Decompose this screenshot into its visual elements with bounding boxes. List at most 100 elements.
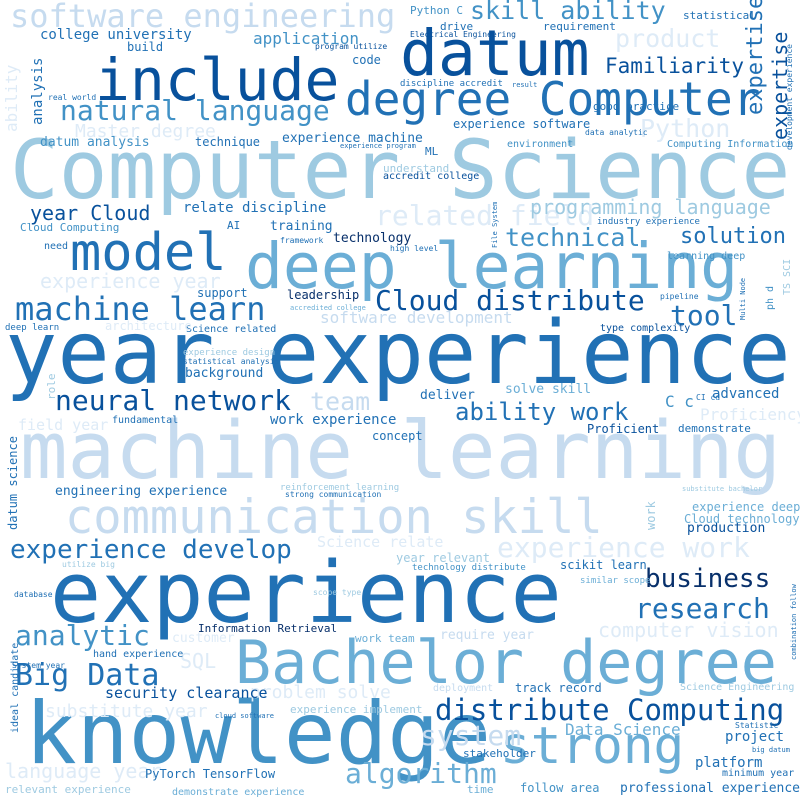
word: database — [14, 590, 53, 599]
word: experience deep — [692, 500, 800, 514]
word: scikit learn — [560, 558, 647, 572]
word: demonstrate — [678, 422, 751, 435]
word: accredited college — [290, 304, 366, 312]
word: industry experience — [597, 217, 700, 227]
word: demonstrate experience — [172, 787, 304, 798]
word: datum — [400, 17, 590, 90]
word: Science related — [186, 324, 276, 335]
word: type complexity — [600, 323, 690, 334]
word: AI — [227, 219, 240, 232]
word: Electrical Engineering — [410, 30, 516, 39]
word: Science relate — [317, 533, 443, 551]
word: deep learn — [5, 323, 59, 333]
word: analysis — [30, 58, 46, 125]
word: model — [70, 223, 227, 283]
word: Computing Information — [667, 139, 793, 150]
word: Big Data — [15, 658, 160, 693]
word: tool — [670, 299, 737, 332]
word: time — [467, 783, 494, 796]
word: track record — [515, 681, 602, 695]
word: experience — [50, 544, 562, 643]
word: Bachelor degree — [235, 628, 777, 698]
word: solution — [680, 224, 786, 249]
word: Statistic — [735, 721, 779, 730]
word: deployment — [433, 683, 493, 694]
word: ability work — [455, 398, 629, 426]
word: deliver — [420, 388, 475, 403]
word: hand experience — [93, 649, 183, 660]
word: relevant experience — [5, 783, 131, 796]
word: support — [197, 286, 248, 300]
word: distribute Computing — [435, 693, 784, 727]
word: work experience — [270, 412, 396, 428]
word: experience machine — [282, 131, 423, 146]
word: project — [725, 729, 784, 745]
word: experience design — [183, 348, 275, 358]
word: experience year — [40, 269, 221, 293]
word: result — [512, 81, 537, 89]
word: good practice — [593, 100, 679, 113]
word: Proficient — [587, 422, 659, 436]
word: utilize big — [62, 560, 115, 569]
word: Multi Node — [739, 278, 747, 320]
word: software engineering — [10, 0, 395, 35]
word: team — [310, 387, 370, 416]
word: Proficiency — [700, 405, 800, 424]
word: work team — [355, 632, 415, 645]
word: product — [615, 24, 720, 53]
word: field year — [18, 416, 108, 434]
word: algorithm — [345, 757, 497, 790]
word: advanced — [712, 386, 779, 402]
word: substitute year — [45, 701, 208, 722]
word: strong — [500, 717, 684, 776]
word: require year — [440, 628, 534, 643]
word: similar scope — [580, 576, 650, 586]
word: Cloud distribute — [375, 284, 645, 317]
word: include — [95, 46, 339, 114]
word: application — [253, 29, 359, 48]
word: technique — [195, 135, 260, 149]
word: substitute bachelor — [682, 485, 762, 493]
word: datum science — [6, 436, 20, 530]
word: development experience — [785, 44, 794, 150]
word: natural language — [60, 94, 330, 127]
word: ideal candidate — [10, 643, 21, 733]
word: problem solve — [250, 682, 391, 703]
word: year relevant — [396, 551, 490, 565]
word: stakeholder — [463, 747, 536, 760]
word: scope type — [313, 588, 361, 597]
word: related field — [375, 199, 594, 232]
word: language year — [5, 759, 162, 783]
word: knowledge — [25, 684, 491, 784]
word: deep learning — [245, 230, 738, 303]
word: expertise — [743, 0, 768, 115]
word: big datum — [752, 746, 790, 754]
word: experience work — [497, 531, 750, 564]
word: Cloud Computing — [20, 221, 119, 234]
word: architecture — [105, 319, 192, 333]
word: minimum year — [722, 768, 794, 779]
word: experience software — [453, 117, 590, 131]
word: PyTorch TensorFlow — [145, 767, 276, 781]
word: datum analysis — [40, 135, 150, 150]
word: statistical — [683, 9, 756, 22]
word: programming language — [530, 195, 771, 219]
word: ML — [425, 145, 439, 158]
word: machine learn — [15, 290, 265, 328]
word: pipeline — [660, 292, 699, 301]
word: build — [127, 40, 163, 54]
word: high level — [390, 244, 438, 253]
word: accredit college — [383, 171, 479, 182]
word: customer — [172, 631, 235, 646]
word: discipline accredit — [400, 79, 503, 89]
word: machine learning — [20, 405, 781, 497]
word: college university — [40, 27, 192, 43]
word: System year — [12, 661, 65, 670]
word: Familiarity — [605, 54, 744, 78]
word: need — [44, 241, 68, 252]
word: experience develop — [10, 535, 292, 565]
word: analytic — [15, 619, 150, 652]
word: TS SCI — [782, 259, 793, 295]
word: concept — [372, 429, 423, 443]
